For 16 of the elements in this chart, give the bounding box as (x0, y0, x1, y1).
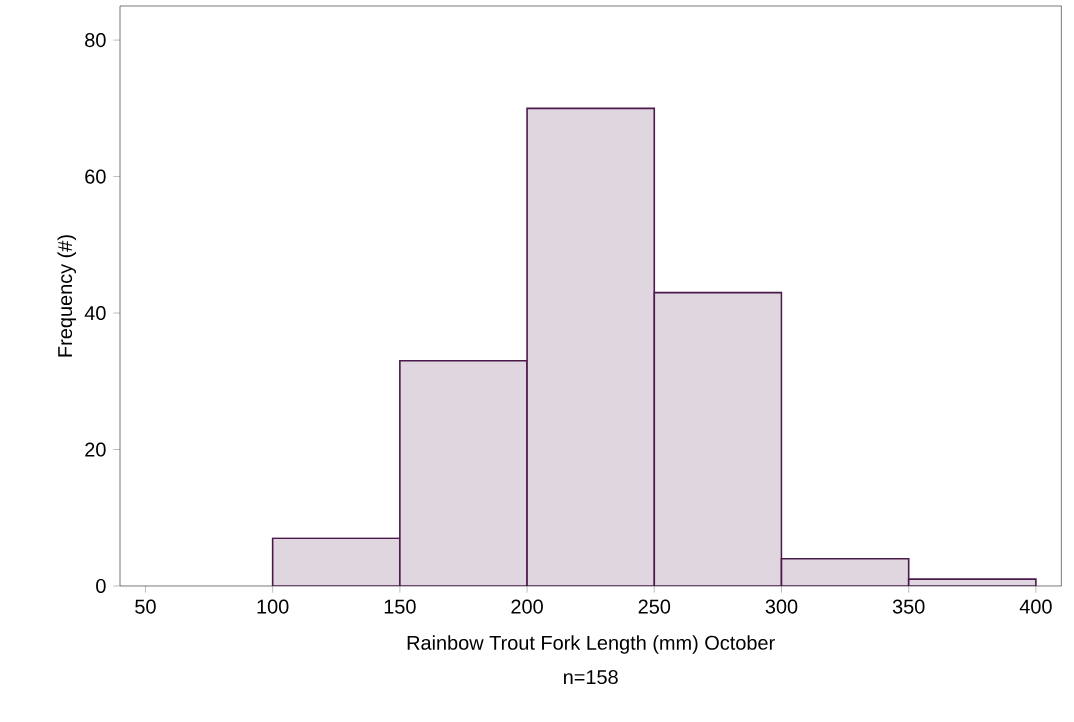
x-tick-label: 150 (384, 599, 416, 614)
text: n=158 (564, 670, 618, 685)
y-tick-label: 40 (84, 305, 106, 321)
x-axis-title: Rainbow Trout Fork Length (mm) October (407, 635, 775, 654)
y-tick-label: 60 (85, 169, 106, 184)
y-tick-label: 80 (85, 33, 106, 48)
x-tick-label: 300 (765, 599, 798, 614)
x-tick-label: 50 (135, 599, 156, 614)
x-tick-label: 200 (511, 599, 543, 614)
x-tick-label: 350 (892, 599, 925, 614)
y-tick-label: 0 (96, 578, 106, 594)
y-axis-title: Frequency (#) (57, 235, 77, 357)
x-tick-label: 100 (257, 599, 289, 614)
x-tick-label: 250 (638, 599, 671, 614)
y-tick-label: 20 (85, 442, 106, 457)
x-tick-label: 400 (1019, 599, 1052, 614)
